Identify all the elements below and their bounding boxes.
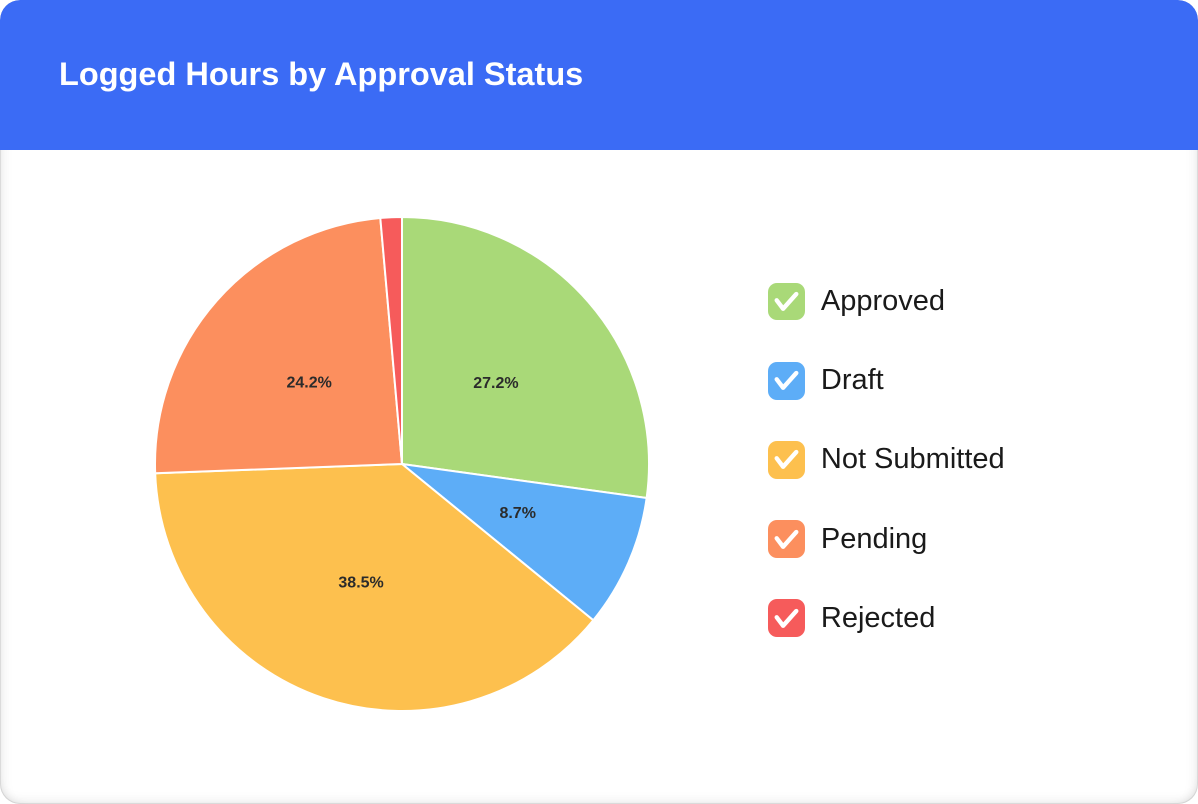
svg-text:27.2%: 27.2%	[473, 375, 518, 392]
svg-text:8.7%: 8.7%	[499, 505, 535, 522]
svg-text:24.2%: 24.2%	[287, 375, 332, 392]
svg-text:38.5%: 38.5%	[338, 575, 383, 592]
